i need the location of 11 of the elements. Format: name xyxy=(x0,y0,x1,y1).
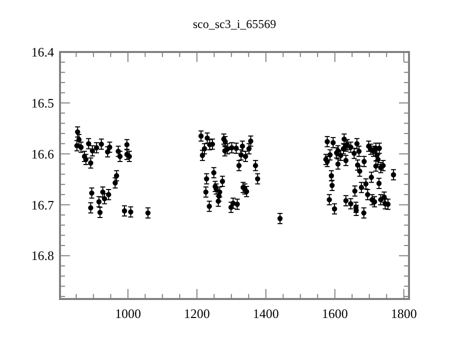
y-tick-label: 16.5 xyxy=(31,95,54,110)
y-tick-label: 16.7 xyxy=(31,197,54,212)
x-tick-label: 1000 xyxy=(114,306,141,321)
y-tick-label: 16.8 xyxy=(31,248,54,264)
chart-title: sco_sc3_i_65569 xyxy=(192,17,276,31)
y-tick-label: 16.6 xyxy=(31,146,54,162)
x-tick-label: 1600 xyxy=(322,306,348,321)
x-tick-label: 1800 xyxy=(390,306,417,321)
y-tick-label: 16.4 xyxy=(31,44,54,60)
x-tick-label: 1200 xyxy=(184,306,210,321)
x-tick-label: 1400 xyxy=(252,306,279,321)
